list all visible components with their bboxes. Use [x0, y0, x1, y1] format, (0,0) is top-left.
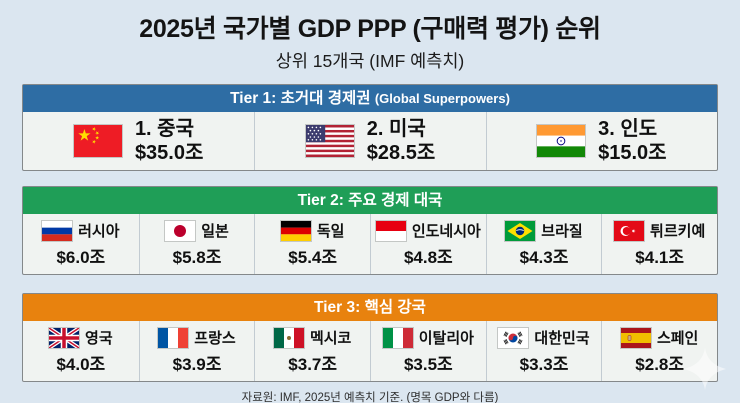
tier1-section: Tier 1: 초거대 경제권 (Global Superpowers) 1. … — [22, 84, 718, 171]
country-value: $2.8조 — [635, 355, 685, 374]
tier1-header: Tier 1: 초거대 경제권 (Global Superpowers) — [23, 85, 717, 112]
country-card-uk: 영국 $4.0조 — [23, 321, 139, 381]
country-card-turkiye: 튀르키예 $4.1조 — [601, 214, 717, 274]
flag-brazil-icon — [505, 220, 536, 241]
flag-mexico-icon — [273, 327, 304, 348]
country-value: $4.8조 — [403, 248, 453, 267]
country-card-china: 1. 중국 $35.0조 — [23, 112, 254, 170]
flag-japan-icon — [165, 220, 196, 241]
flag-china-icon — [73, 125, 122, 157]
country-value: $35.0조 — [134, 142, 204, 164]
tier2-label: Tier 2: 주요 경제 대국 — [297, 192, 443, 209]
tier3-label: Tier 3: 핵심 강국 — [314, 299, 426, 316]
country-name: 프랑스 — [194, 330, 236, 347]
country-name: 독일 — [316, 223, 345, 240]
tier1-label-sub: (Global Superpowers) — [374, 91, 510, 106]
country-name: 일본 — [201, 223, 229, 240]
country-value: $4.3조 — [519, 248, 569, 267]
country-name: 튀르키예 — [650, 223, 706, 240]
flag-russia-icon — [42, 220, 73, 241]
country-card-france: 프랑스 $3.9조 — [138, 321, 255, 381]
country-name: 스페인 — [656, 330, 699, 347]
page-title: 2025년 국가별 GDP PPP (구매력 평가) 순위 — [139, 15, 601, 43]
country-name: 브라질 — [541, 223, 583, 240]
country-name: 러시아 — [78, 223, 120, 240]
tier3-header: Tier 3: 핵심 강국 — [23, 294, 717, 321]
tier2-body: 러시아 $6.0조 일본 $5.8조 독일 — [23, 214, 717, 274]
country-name: 1. 중국 — [134, 118, 194, 140]
country-name: 이탈리아 — [418, 330, 474, 347]
country-card-germany: 독일 $5.4조 — [254, 214, 370, 274]
tier2-section: Tier 2: 주요 경제 대국 러시아 $6.0조 일본 — [22, 186, 718, 275]
country-card-mexico: 멕시코 $3.7조 — [254, 321, 370, 381]
flag-indonesia-icon — [375, 220, 406, 241]
source-note: 자료원: IMF, 2025년 예측치 기준. (명목 GDP와 다름) — [241, 392, 499, 403]
flag-india-icon — [537, 125, 586, 157]
country-value: $5.4조 — [288, 248, 338, 267]
country-value: $6.0조 — [56, 248, 106, 267]
flag-italy-icon — [382, 327, 413, 348]
tier1-body: 1. 중국 $35.0조 2. 미국 $28.5조 — [23, 112, 717, 170]
country-value: $4.1조 — [635, 248, 685, 267]
country-card-spain: 스페인 $2.8조 — [601, 321, 717, 381]
country-card-brazil: 브라질 $4.3조 — [485, 214, 602, 274]
country-name: 대한민국 — [534, 330, 590, 347]
country-value: $15.0조 — [598, 142, 667, 164]
flag-turkiye-icon — [614, 220, 645, 241]
country-card-usa: 2. 미국 $28.5조 — [254, 112, 485, 170]
country-value: $3.5조 — [403, 355, 453, 374]
country-name: 인도네시아 — [411, 223, 481, 240]
country-name: 2. 미국 — [366, 118, 426, 140]
flag-france-icon — [158, 327, 189, 348]
country-card-russia: 러시아 $6.0조 — [23, 214, 139, 274]
tier1-label: Tier 1: 초거대 경제권 — [230, 90, 371, 107]
country-name: 멕시코 — [309, 330, 352, 347]
flag-germany-icon — [280, 220, 311, 241]
page-subtitle: 상위 15개국 (IMF 예측치) — [275, 51, 465, 71]
country-card-south-korea: 대한민국 $3.3조 — [485, 321, 602, 381]
country-value: $28.5조 — [366, 142, 436, 164]
tier3-body: 영국 $4.0조 프랑스 $3.9조 멕시코 — [23, 321, 717, 381]
country-card-japan: 일본 $5.8조 — [138, 214, 255, 274]
country-value: $5.8조 — [172, 248, 222, 267]
flag-uk-icon — [49, 327, 80, 348]
sparkle-watermark-icon — [684, 348, 726, 395]
country-value: $3.7조 — [288, 355, 338, 374]
tier2-header: Tier 2: 주요 경제 대국 — [23, 187, 717, 214]
flag-south-korea-icon — [498, 327, 529, 348]
country-card-italy: 이탈리아 $3.5조 — [369, 321, 486, 381]
country-value: $4.0조 — [56, 355, 106, 374]
country-value: $3.9조 — [172, 355, 222, 374]
country-value: $3.3조 — [519, 355, 569, 374]
country-card-indonesia: 인도네시아 $4.8조 — [369, 214, 486, 274]
tier3-section: Tier 3: 핵심 강국 영국 $4.0조 — [22, 293, 718, 382]
country-name: 3. 인도 — [598, 118, 658, 140]
flag-usa-icon — [305, 125, 354, 157]
flag-spain-icon — [620, 327, 651, 348]
country-card-india: 3. 인도 $15.0조 — [485, 112, 717, 170]
country-name: 영국 — [85, 330, 113, 347]
